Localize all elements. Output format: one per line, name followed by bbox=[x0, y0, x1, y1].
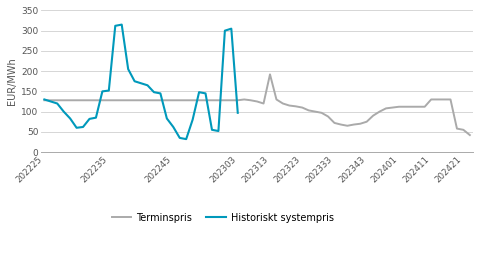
Line: Historiskt systempris: Historiskt systempris bbox=[44, 25, 238, 139]
Terminspris bbox=[467, 133, 473, 137]
Historiskt systempris bbox=[112, 24, 118, 27]
Historiskt systempris bbox=[54, 102, 60, 105]
Historiskt systempris bbox=[235, 111, 240, 114]
Historiskt systempris bbox=[86, 117, 92, 121]
Legend: Terminspris, Historiskt systempris: Terminspris, Historiskt systempris bbox=[108, 209, 337, 227]
Historiskt systempris bbox=[80, 125, 86, 129]
Historiskt systempris bbox=[41, 98, 47, 101]
Historiskt systempris bbox=[93, 116, 99, 119]
Historiskt systempris bbox=[99, 90, 105, 93]
Terminspris bbox=[254, 100, 260, 103]
Terminspris bbox=[93, 99, 99, 102]
Historiskt systempris bbox=[177, 136, 182, 140]
Historiskt systempris bbox=[74, 126, 80, 130]
Historiskt systempris bbox=[119, 23, 125, 26]
Terminspris bbox=[41, 99, 47, 102]
Historiskt systempris bbox=[48, 100, 54, 103]
Historiskt systempris bbox=[164, 117, 170, 120]
Historiskt systempris bbox=[144, 84, 150, 87]
Historiskt systempris bbox=[132, 80, 137, 83]
Terminspris bbox=[300, 106, 305, 109]
Terminspris bbox=[267, 73, 273, 76]
Historiskt systempris bbox=[67, 117, 73, 120]
Historiskt systempris bbox=[170, 125, 176, 129]
Historiskt systempris bbox=[222, 29, 228, 32]
Y-axis label: EUR/MWh: EUR/MWh bbox=[7, 57, 17, 105]
Historiskt systempris bbox=[196, 91, 202, 94]
Terminspris bbox=[345, 124, 350, 127]
Historiskt systempris bbox=[157, 92, 163, 95]
Terminspris bbox=[448, 98, 454, 101]
Historiskt systempris bbox=[106, 89, 112, 92]
Historiskt systempris bbox=[209, 128, 215, 131]
Historiskt systempris bbox=[151, 91, 157, 94]
Historiskt systempris bbox=[138, 82, 144, 85]
Historiskt systempris bbox=[190, 118, 195, 121]
Line: Terminspris: Terminspris bbox=[44, 74, 470, 135]
Terminspris bbox=[358, 122, 363, 125]
Historiskt systempris bbox=[228, 27, 234, 30]
Historiskt systempris bbox=[125, 67, 131, 71]
Historiskt systempris bbox=[183, 137, 189, 141]
Historiskt systempris bbox=[203, 92, 208, 95]
Historiskt systempris bbox=[216, 129, 221, 133]
Historiskt systempris bbox=[61, 110, 67, 113]
